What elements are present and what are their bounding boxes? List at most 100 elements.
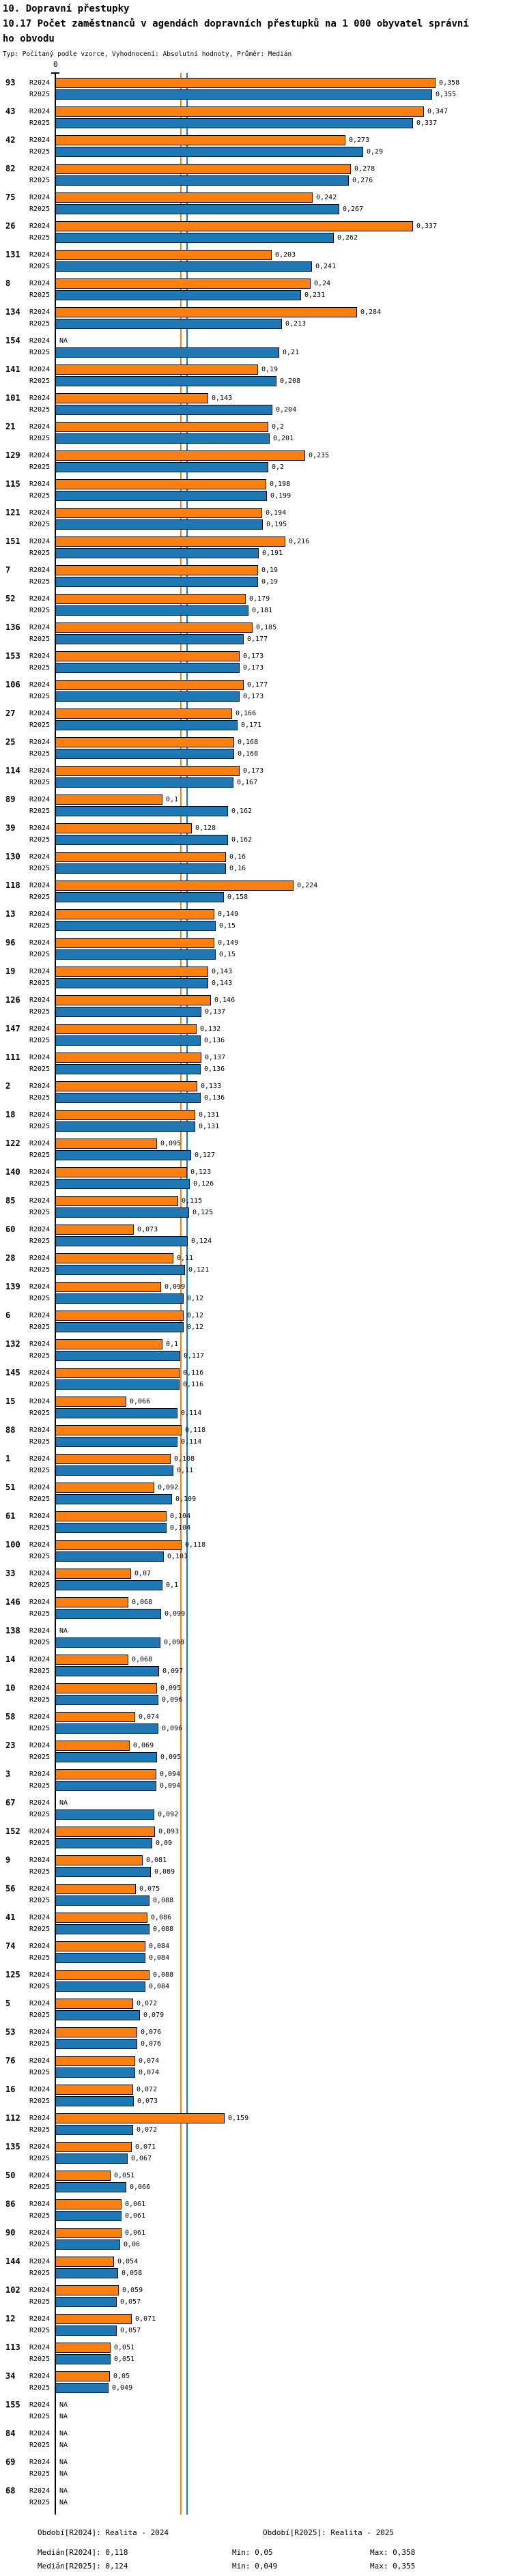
series-label-r2024: R2024 (29, 1369, 51, 1377)
chart-row-group: 122 R2024 0,095 R2025 0,127 (0, 1138, 512, 1167)
series-label-r2024: R2024 (29, 2315, 51, 2323)
bar-value-label: 0,1 (166, 1341, 179, 1348)
series-label-r2024: R2024 (29, 1656, 51, 1663)
series-label-r2024: R2024 (29, 194, 51, 201)
bar-r2024 (55, 909, 214, 919)
series-label-r2025: R2025 (29, 1868, 51, 1876)
chart-row-group: 152 R2024 0,093 R2025 0,09 (0, 1826, 512, 1855)
series-label-r2025: R2025 (29, 1954, 51, 1962)
bar-row-r2025: R2025 0,213 (0, 318, 512, 330)
legend-median-r2025: Medián[R2025]: 0,124 (38, 2562, 128, 2571)
bar-value-label: 0,204 (276, 406, 297, 414)
bar-row-r2024: R2024 0,19 (0, 364, 512, 375)
series-label-r2025: R2025 (29, 1323, 51, 1331)
bar-value-label: 0,168 (238, 750, 259, 758)
series-label-r2025: R2025 (29, 893, 51, 901)
bar-value-label: 0,072 (137, 2086, 158, 2093)
bar-row-r2025: R2025 0,204 (0, 404, 512, 416)
series-label-r2025: R2025 (29, 951, 51, 958)
chart-row-group: 115 R2024 0,198 R2025 0,199 (0, 478, 512, 507)
bar-row-r2024: R2024 0,123 (0, 1167, 512, 1178)
chart-row-group: 27 R2024 0,166 R2025 0,171 (0, 708, 512, 736)
bar-value-label: 0,231 (304, 291, 326, 299)
bar-row-r2025: R2025 0,29 (0, 146, 512, 158)
bar-row-r2024: R2024 0,1 (0, 794, 512, 805)
chart-row-group: 56 R2024 0,075 R2025 0,088 (0, 1883, 512, 1912)
bar-r2025 (55, 1781, 156, 1791)
chart-row-group: 6 R2024 0,12 R2025 0,12 (0, 1310, 512, 1339)
series-label-r2025: R2025 (29, 750, 51, 758)
series-label-r2024: R2024 (29, 2029, 51, 2036)
bar-row-r2024: R2024 0,203 (0, 249, 512, 261)
bar-row-r2025: R2025 0,15 (0, 949, 512, 960)
bar-r2024 (55, 2228, 122, 2238)
bar-value-label: 0,2 (272, 423, 285, 431)
bar-r2024 (55, 1741, 130, 1751)
bar-value-label: 0,173 (243, 693, 264, 700)
bar-row-r2025: R2025 0,171 (0, 719, 512, 731)
series-label-r2024: R2024 (29, 710, 51, 717)
bar-value-label: 0,067 (131, 2155, 152, 2162)
bar-value-label: 0,171 (241, 721, 262, 729)
bar-r2024 (55, 479, 266, 489)
series-label-r2025: R2025 (29, 1926, 51, 1933)
chart-row-group: 61 R2024 0,104 R2025 0,104 (0, 1511, 512, 1539)
series-label-r2024: R2024 (29, 1857, 51, 1864)
row-code-label: 89 (5, 795, 16, 804)
series-label-r2025: R2025 (29, 1295, 51, 1302)
series-label-r2025: R2025 (29, 1696, 51, 1704)
row-code-label: 7 (5, 565, 11, 575)
bar-r2024 (55, 1569, 131, 1579)
bar-r2024 (55, 1913, 147, 1923)
bar-row-r2024: R2024 0,076 (0, 2027, 512, 2038)
bar-row-r2025: R2025 0,201 (0, 433, 512, 444)
series-label-r2024: R2024 (29, 1943, 51, 1950)
series-label-r2025: R2025 (29, 1668, 51, 1675)
bar-row-r2025: R2025 0,337 (0, 117, 512, 129)
chart-row-group: 154 R2024 NA R2025 0,21 (0, 335, 512, 364)
series-label-r2024: R2024 (29, 1570, 51, 1577)
bar-row-r2024: R2024 0,194 (0, 507, 512, 519)
row-code-label: 27 (5, 709, 16, 718)
chart-row-group: 34 R2024 0,05 R2025 0,049 (0, 2371, 512, 2399)
bar-value-label: 0,355 (436, 91, 457, 98)
bar-value-label: 0,081 (146, 1857, 167, 1864)
legend-period-r2024: Období[R2024]: Realita - 2024 (38, 2528, 169, 2537)
series-label-r2024: R2024 (29, 1627, 51, 1635)
bar-value-label: 0,177 (247, 681, 268, 689)
series-label-r2024: R2024 (29, 1398, 51, 1405)
bar-row-r2024: R2024 0,224 (0, 880, 512, 891)
series-label-r2025: R2025 (29, 1381, 51, 1388)
bar-r2024 (55, 766, 240, 776)
series-label-r2025: R2025 (29, 435, 51, 442)
row-code-label: 129 (5, 450, 20, 460)
bar-r2024 (55, 1655, 128, 1665)
series-label-r2025: R2025 (29, 1811, 51, 1818)
bar-row-r2025: R2025 0,084 (0, 1952, 512, 1964)
bar-value-label: 0,088 (153, 1971, 174, 1979)
row-code-label: 10 (5, 1683, 16, 1693)
bar-r2025 (55, 204, 339, 214)
bar-row-r2025: R2025 0,088 (0, 1923, 512, 1935)
bar-value-label: 0,095 (160, 1140, 182, 1147)
bar-row-r2024: R2024 0,051 (0, 2342, 512, 2353)
bar-row-r2025: R2025 0,058 (0, 2267, 512, 2279)
bar-value-label: 0,061 (125, 2229, 146, 2237)
bar-value-label: 0,131 (199, 1123, 220, 1130)
chart-row-group: 118 R2024 0,224 R2025 0,158 (0, 880, 512, 908)
bar-r2025 (55, 1236, 188, 1246)
row-code-label: 6 (5, 1311, 11, 1320)
series-label-r2024: R2024 (29, 538, 51, 545)
bar-row-r2024: R2024 0,24 (0, 278, 512, 289)
bar-row-r2025: R2025 0,162 (0, 805, 512, 817)
series-label-r2025: R2025 (29, 1266, 51, 1274)
bar-row-r2025: R2025 0,079 (0, 2009, 512, 2021)
bar-row-r2025: R2025 0,12 (0, 1293, 512, 1304)
bar-row-r2024: R2024 0,081 (0, 1855, 512, 1866)
bar-r2024 (55, 1855, 143, 1865)
row-code-label: 41 (5, 1913, 16, 1922)
bar-value-label: 0,262 (337, 234, 358, 242)
chart-row-group: 10 R2024 0,095 R2025 0,096 (0, 1683, 512, 1711)
bar-r2025 (55, 1179, 190, 1189)
bar-row-r2024: R2024 0,066 (0, 1396, 512, 1407)
